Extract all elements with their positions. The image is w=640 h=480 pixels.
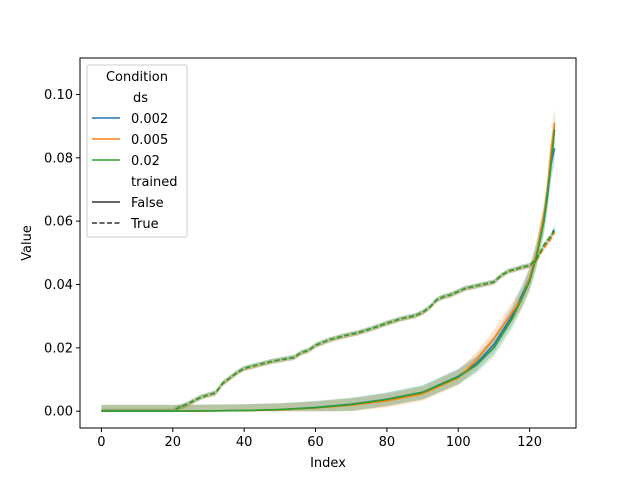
legend-hue-title: ds [133, 91, 148, 106]
x-tick-label: 0 [97, 435, 105, 450]
x-axis-label: Index [310, 456, 346, 471]
series-lines [101, 122, 556, 413]
x-tick-label: 20 [165, 435, 182, 450]
legend-label-0.005: 0.005 [131, 133, 168, 148]
x-tick-label: 120 [517, 435, 542, 450]
x-tick-label: 100 [446, 435, 471, 450]
x-axis-ticks: 0 20 40 60 80 100 120 [97, 428, 542, 450]
series-line-ds-0.02-trained-False [101, 129, 556, 413]
y-tick-label: 0.10 [44, 88, 73, 103]
series-line-ds-0.005-trained-True [101, 231, 556, 413]
y-tick-label: 0.02 [44, 341, 73, 356]
legend-label-0.02: 0.02 [131, 154, 160, 169]
y-tick-label: 0.04 [44, 278, 73, 293]
series-line-ds-0.002-trained-True [101, 227, 556, 413]
band-ds-0.02-trained-True [101, 228, 555, 412]
legend-label-false: False [131, 196, 164, 211]
x-tick-label: 60 [307, 435, 324, 450]
y-tick-label: 0.00 [44, 405, 73, 420]
y-tick-label: 0.08 [44, 151, 73, 166]
legend-title: Condition [106, 70, 168, 85]
band-ds-0.002-trained-True [101, 224, 555, 412]
band-ds-0.005-trained-True [101, 229, 555, 412]
x-tick-label: 40 [236, 435, 253, 450]
legend-label-true: True [130, 217, 159, 232]
plot-area-frame [79, 57, 577, 429]
legend-box [86, 64, 188, 238]
legend: Condition ds 0.002 0.005 0.02 trained Fa… [86, 64, 188, 238]
legend-label-0.002: 0.002 [131, 112, 168, 127]
y-axis-ticks: 0.00 0.02 0.04 0.06 0.08 0.10 [44, 88, 80, 420]
x-tick-label: 80 [379, 435, 396, 450]
legend-style-title: trained [131, 175, 178, 190]
y-tick-label: 0.06 [44, 215, 73, 230]
y-axis-label: Value [20, 225, 35, 261]
series-line-ds-0.02-trained-True [101, 230, 556, 413]
